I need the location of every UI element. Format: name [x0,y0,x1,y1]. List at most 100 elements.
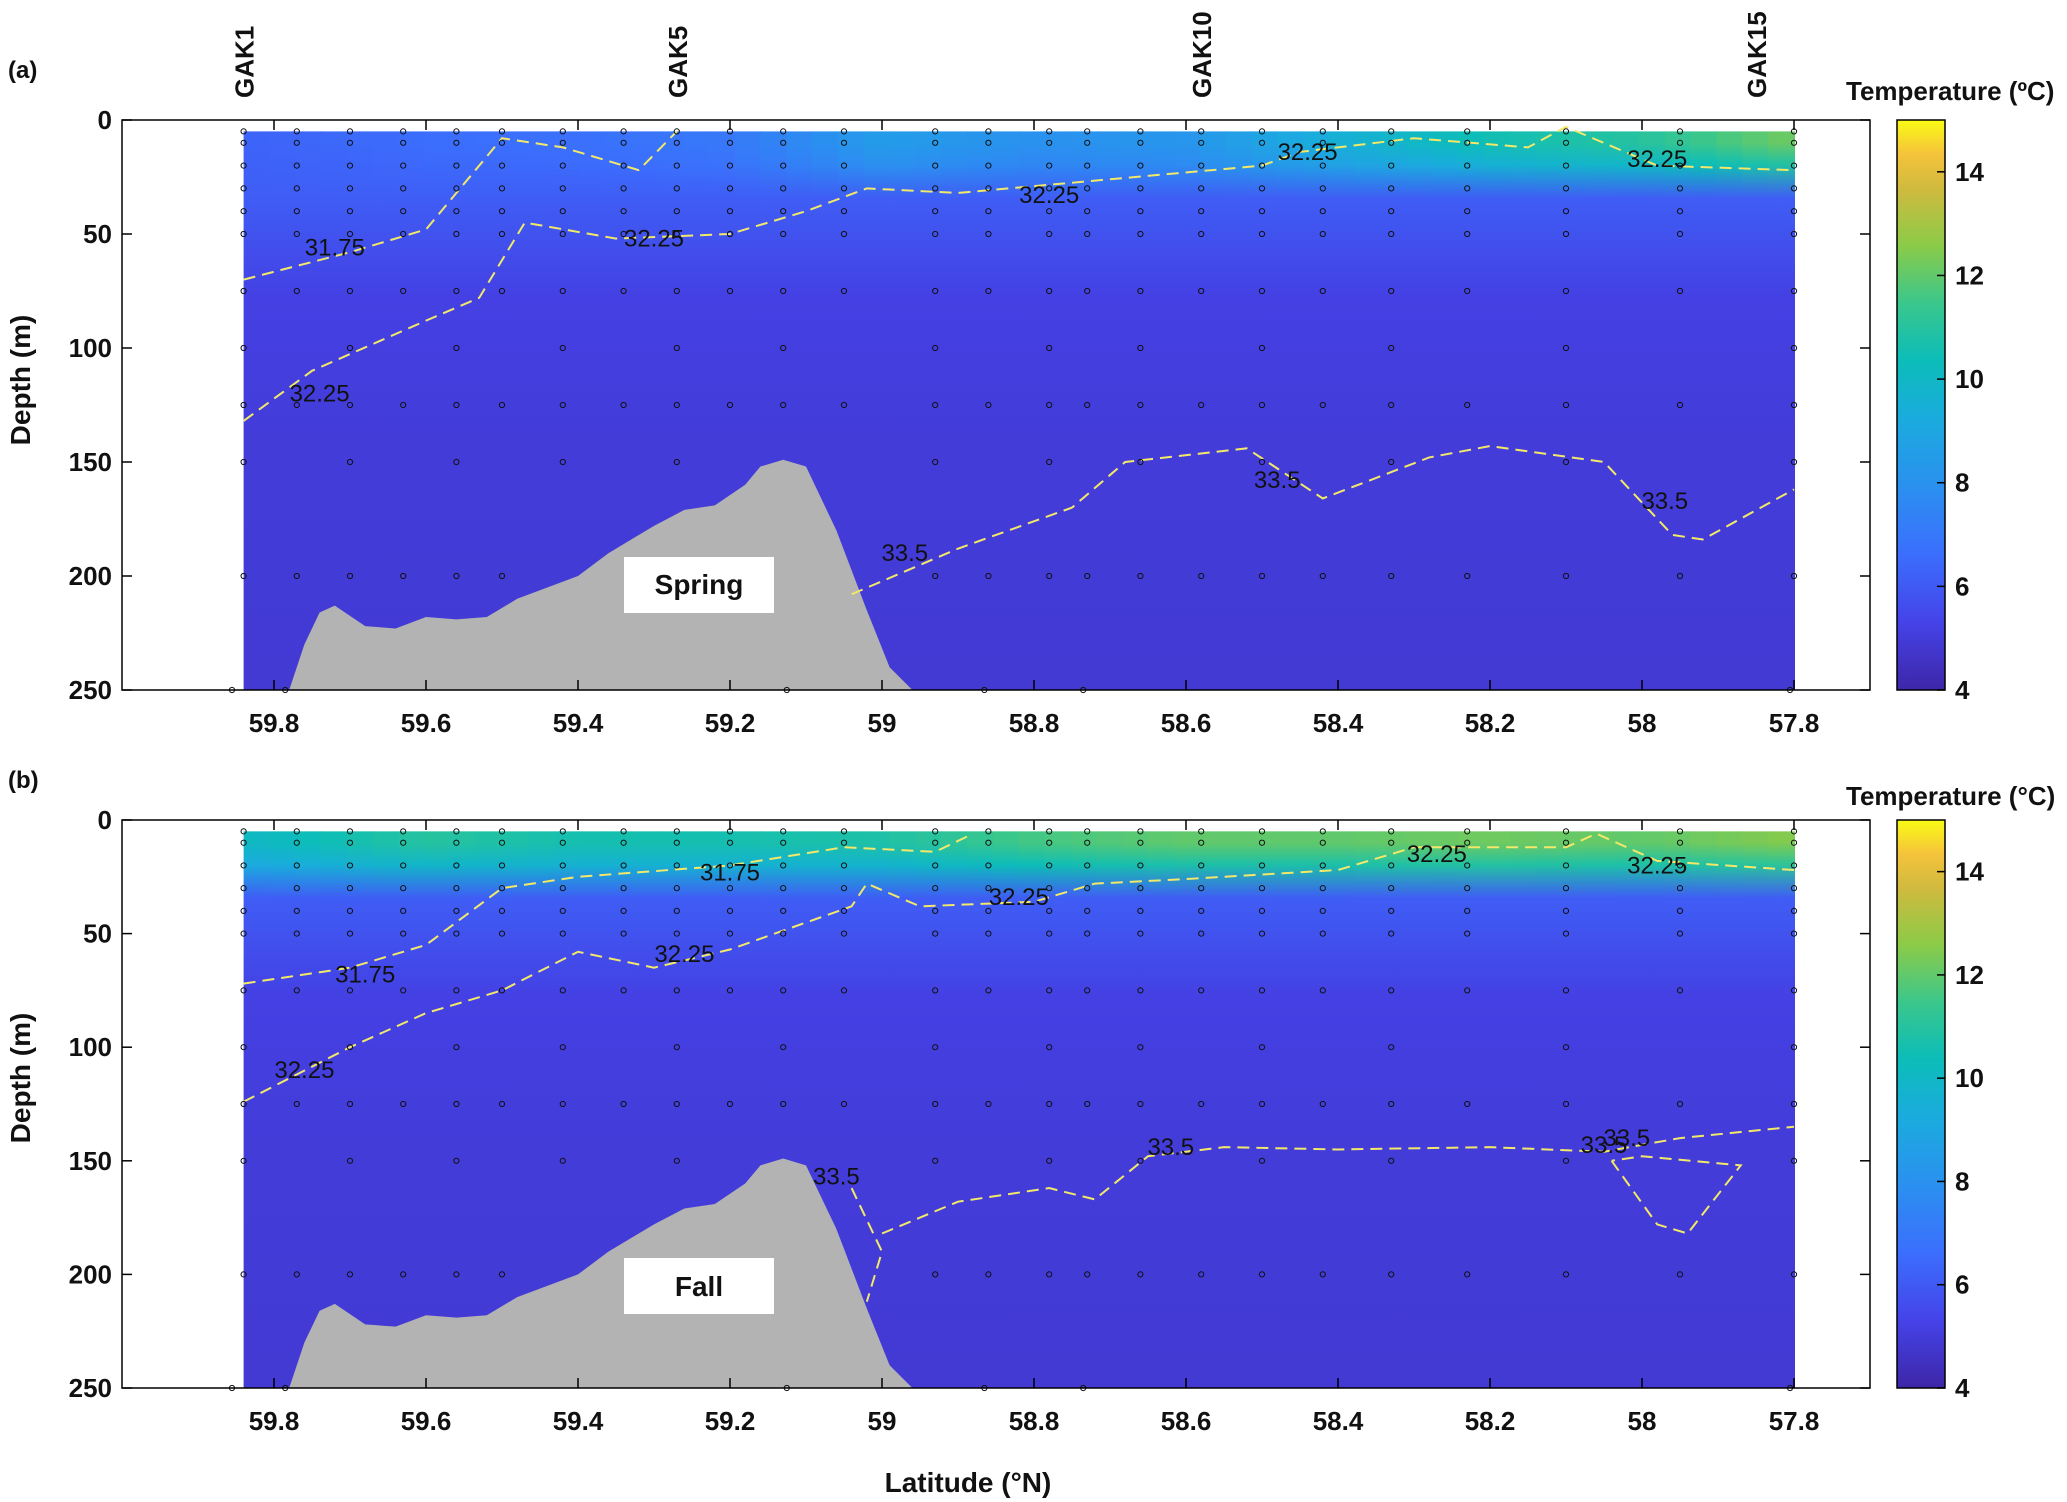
sample-point [1137,907,1144,914]
sample-point [1319,1100,1326,1108]
sample-point [620,208,627,215]
sample-point [1046,344,1053,352]
sample-point [780,1100,787,1108]
sample-point [780,885,787,892]
contour-label: 33.5 [1603,1125,1650,1152]
sample-point [1790,185,1798,192]
y-tick-label: 250 [69,1373,112,1403]
sample-point [1790,885,1798,892]
sample-point [240,987,247,994]
sample-point [293,572,300,580]
contour-line [1610,1155,1743,1235]
sample-point [1084,287,1091,295]
sample-point [1258,572,1266,580]
sample-point [400,287,407,295]
temperature-cell [1303,131,1330,690]
sample-point [1084,162,1091,169]
sample-point [559,162,566,169]
sample-point [1790,1157,1798,1164]
sample-point [840,885,848,892]
sample-point [1388,1044,1395,1051]
sample-point [840,930,848,937]
sample-point [1464,1271,1471,1278]
sample-point [293,885,300,892]
sample-point [240,572,247,580]
sample-point [1562,907,1570,914]
sample-point [1046,458,1053,466]
season-box: Fall [624,1258,774,1314]
sample-point [1676,208,1684,215]
colorbar-tick-label: 10 [1955,364,1984,394]
sample-point [726,987,734,994]
sample-point [726,139,734,146]
sample-point [1388,1271,1395,1278]
sample-point [1258,128,1266,135]
colorbar: 4 6 8 10 12 14 [1896,819,1984,1403]
sample-point [673,139,680,146]
temperature-cell [1122,831,1149,1388]
sample-point [1319,139,1326,146]
sample-point [1137,930,1144,937]
temperature-cell [1742,831,1770,1388]
sample-point [1084,987,1091,994]
sample-point [346,344,354,352]
sample-point [1046,162,1053,169]
x-tick-label: 57.8 [1769,1406,1820,1436]
sample-point [840,162,848,169]
y-tick-label: 100 [69,1032,112,1062]
sample-point [293,230,300,238]
contour-label: 31.75 [700,859,760,886]
sample-point [1388,828,1395,835]
sample-point [780,208,787,215]
colorbar-scale [1896,819,1946,1389]
sample-point [1676,930,1684,937]
sample-point [620,401,627,409]
y-tick-label: 0 [98,805,112,835]
x-axis: 59.8 59.6 59.4 59.2 59 58.8 58.6 58.4 58.2 58 57.8 [249,820,1820,1436]
sample-point [1676,185,1684,192]
contour-label: 32.25 [1627,852,1687,879]
sample-point [453,344,460,352]
season-label: Spring [655,569,744,600]
colorbar-tick-label: 8 [1955,1166,1969,1196]
temperature-cell [1096,131,1124,690]
sample-point [620,230,627,238]
x-tick-label: 59.2 [705,1406,756,1436]
sample-point [1464,139,1471,146]
sample-point [400,907,407,914]
sample-point [1137,1100,1144,1108]
temperature-cell [1199,131,1227,690]
temperature-cell [1432,131,1460,690]
sample-point [932,230,939,238]
sample-point [1137,1157,1144,1164]
x-tick-label: 59.4 [553,708,604,738]
sample-point [1046,1044,1053,1051]
sample-point [1676,885,1684,892]
salinity-contours: 31.75 32.25 32.25 32.25 32.25 32.25 33.5 33.5 33… [243,125,1795,596]
sample-point [1790,1100,1798,1108]
sample-point [1562,987,1570,994]
sample-point [1319,128,1326,135]
plot-frame [121,819,1871,1389]
sample-point [346,1100,354,1108]
x-tick-label: 58.6 [1161,708,1212,738]
sample-point [1562,128,1570,135]
sample-point [559,230,566,238]
sample-point [1464,862,1471,869]
temperature-cell [992,831,1020,1388]
sample-point [1676,139,1684,146]
sample-point [726,907,734,914]
sample-point [1562,208,1570,215]
sample-point [932,987,939,994]
sample-point [1137,162,1144,169]
sample-point [726,862,734,869]
sample-point [1319,885,1326,892]
sample-point [346,930,354,937]
sample-point [620,828,627,835]
temperature-cell [941,831,969,1388]
sample-point [400,987,407,994]
sample-point [1084,139,1091,146]
sample-point [1562,401,1570,409]
x-axis-title: Latitude (°N) [885,1467,1052,1498]
sample-point [1562,287,1570,295]
